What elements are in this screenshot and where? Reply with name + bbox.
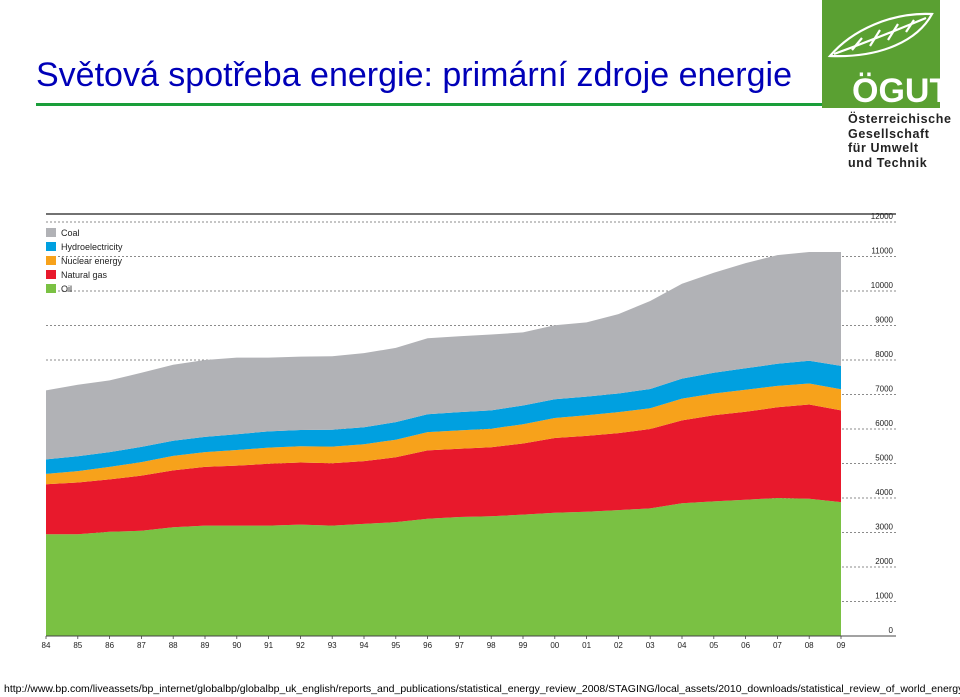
x-tick-label: 99 (519, 641, 528, 650)
y-tick-label: 7000 (875, 385, 893, 394)
leaf-icon (827, 12, 934, 58)
legend-swatch (46, 228, 56, 237)
ogut-logo-graphic: ÖGUT (822, 0, 950, 110)
series-area-hydroelectricity (46, 360, 841, 474)
y-tick-label: 0 (889, 626, 894, 635)
legend-swatch (46, 256, 56, 265)
x-tick-label: 85 (73, 641, 82, 650)
y-tick-label: 1000 (875, 592, 893, 601)
logo-org-name: Österreichische Gesellschaft für Umwelt … (848, 112, 960, 170)
x-tick-label: 96 (423, 641, 432, 650)
x-tick-label: 93 (328, 641, 337, 650)
ogut-logo: ÖGUT (822, 0, 960, 180)
y-tick-label: 9000 (875, 316, 893, 325)
x-tick-label: 90 (232, 641, 241, 650)
logo-line: Gesellschaft (848, 126, 930, 141)
x-tick-label: 02 (614, 641, 623, 650)
legend-label: Natural gas (61, 270, 108, 280)
x-tick-label: 06 (741, 641, 750, 650)
x-tick-label: 87 (137, 641, 146, 650)
x-tick-label: 04 (678, 641, 687, 650)
series-area-coal (46, 252, 841, 460)
series-area-nuclear-energy (46, 383, 841, 485)
logo-line: für Umwelt (848, 141, 919, 155)
legend-label: Coal (61, 228, 80, 238)
y-tick-label: 2000 (875, 557, 893, 566)
x-tick-label: 92 (296, 641, 305, 650)
y-tick-label: 10000 (871, 281, 894, 290)
y-tick-label: 6000 (875, 419, 893, 428)
x-tick-label: 05 (709, 641, 718, 650)
energy-chart-svg: 0100020003000400050006000700080009000100… (42, 212, 896, 650)
legend-label: Nuclear energy (61, 256, 123, 266)
logo-green-square (822, 0, 940, 108)
y-tick-label: 12000 (871, 212, 894, 221)
x-tick-label: 07 (773, 641, 782, 650)
y-tick-label: 5000 (875, 454, 893, 463)
legend-swatch (46, 284, 56, 293)
source-url: http://www.bp.com/liveassets/bp_internet… (4, 683, 960, 695)
x-tick-label: 86 (105, 641, 114, 650)
legend-label: Oil (61, 284, 72, 294)
x-tick-label: 84 (42, 641, 51, 650)
x-tick-label: 01 (582, 641, 591, 650)
legend-label: Hydroelectricity (61, 242, 123, 252)
y-tick-label: 3000 (875, 523, 893, 532)
x-tick-label: 08 (805, 641, 814, 650)
x-tick-label: 00 (550, 641, 559, 650)
logo-line: und Technik (848, 155, 928, 170)
x-tick-label: 09 (837, 641, 846, 650)
x-tick-label: 94 (360, 641, 369, 650)
x-tick-label: 91 (264, 641, 273, 650)
x-tick-label: 88 (169, 641, 178, 650)
logo-wordmark: ÖGUT (852, 72, 950, 110)
logo-line: Österreichische (848, 112, 952, 126)
y-tick-label: 4000 (875, 488, 893, 497)
x-tick-label: 97 (455, 641, 464, 650)
legend-swatch (46, 270, 56, 279)
series-area-oil (46, 498, 841, 636)
legend-swatch (46, 242, 56, 251)
slide-title: Světová spotřeba energie: primární zdroj… (36, 56, 792, 94)
series-area-natural-gas (46, 404, 841, 535)
x-tick-label: 95 (391, 641, 400, 650)
y-tick-label: 11000 (871, 247, 893, 256)
x-tick-label: 98 (487, 641, 496, 650)
title-divider (36, 103, 822, 106)
x-tick-label: 03 (646, 641, 655, 650)
y-tick-label: 8000 (875, 350, 893, 359)
energy-chart: 0 1000 2000 3000 4000 5000 6000 7000 8000 9000 100… (38, 208, 900, 658)
x-tick-label: 89 (201, 641, 210, 650)
